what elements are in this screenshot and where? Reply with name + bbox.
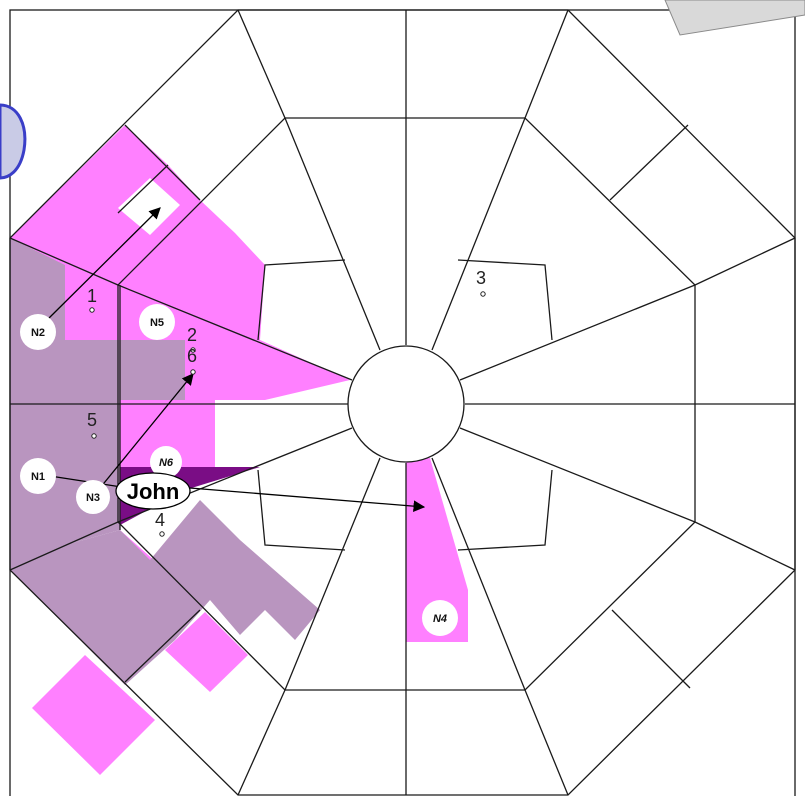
pink-region-center-strip: [120, 400, 215, 470]
agent-john: John: [115, 472, 191, 510]
pink-region-bottom-diamond: [32, 655, 155, 775]
zone-marker: [190, 369, 196, 375]
node-n5: N5: [139, 304, 175, 340]
arrow-n2-to-1: [44, 207, 161, 323]
zone-marker: [91, 433, 97, 439]
zone-number: 1: [87, 286, 97, 306]
pink-region-lower-left-2: [165, 612, 248, 692]
pink-region-upper-left: [10, 125, 350, 400]
nodes: N1 N2 N3 N4 N5 N6: [20, 304, 458, 636]
arrow-john-to-n4: [189, 487, 426, 512]
zone-number: 6: [187, 346, 197, 366]
arrows: [44, 207, 426, 512]
node-n1: N1: [20, 458, 56, 494]
floor-plan-lines: [9, 9, 796, 796]
svg-text:N3: N3: [86, 492, 100, 504]
zone-marker: [89, 307, 95, 313]
node-n3: N3: [76, 480, 110, 514]
zone-marker: [480, 291, 486, 297]
node-n2: N2: [20, 314, 56, 350]
svg-text:N6: N6: [159, 457, 174, 469]
mauve-region-lower: [10, 500, 320, 685]
left-blue-blob-icon: [0, 103, 27, 180]
top-right-paper-corner: [664, 0, 805, 36]
central-hub: [347, 345, 465, 463]
zone-marker: [190, 347, 196, 353]
zone-number: 4: [155, 510, 165, 530]
zone-number: 5: [87, 410, 97, 430]
zone-number: 2: [187, 325, 197, 345]
edge-artifacts: [0, 0, 805, 180]
arrow-n3-to-6: [99, 373, 194, 489]
zone-labels: 1 2 3 4 5 6: [87, 268, 486, 537]
agent-name: John: [127, 479, 180, 504]
svg-text:N4: N4: [433, 613, 447, 625]
zone-number: 3: [476, 268, 486, 288]
node-n4: N4: [422, 600, 458, 636]
pink-region-notch-white: [118, 178, 180, 235]
svg-text:N2: N2: [31, 327, 45, 339]
svg-text:N5: N5: [150, 317, 164, 329]
node-n6: N6: [150, 446, 182, 478]
svg-text:N1: N1: [31, 471, 45, 483]
zone-marker: [159, 531, 165, 537]
